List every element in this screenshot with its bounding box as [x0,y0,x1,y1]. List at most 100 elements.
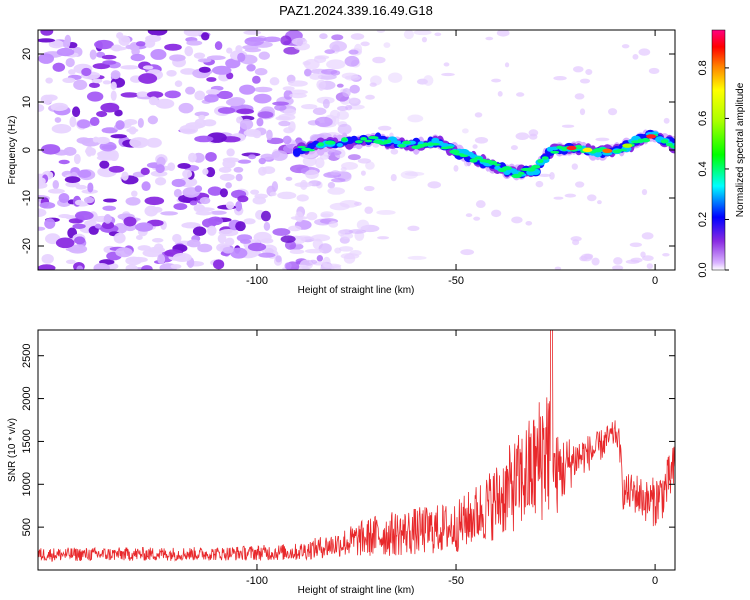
noise-blob [312,107,327,115]
noise-blob [137,245,151,251]
x-tick-label: -100 [246,575,268,587]
noise-blob [224,237,235,246]
noise-blob [347,104,365,110]
ridge-cell [422,142,429,147]
noise-blob [235,173,243,182]
noise-blob [596,200,602,205]
ridge-cell [354,140,363,144]
noise-blob [258,157,266,165]
noise-blob [497,91,503,97]
noise-blob [48,188,65,194]
ridge-cell [494,163,501,166]
noise-blob [142,65,154,70]
noise-blob [65,259,76,264]
noise-blob [613,257,623,265]
noise-blob [441,72,455,77]
noise-blob [192,226,207,236]
noise-blob [272,101,289,106]
noise-blob [277,191,297,200]
noise-blob [629,242,642,248]
noise-blob [147,30,168,36]
colorbar-tick-label: 0.2 [697,212,709,227]
snr-frame [37,329,676,571]
noise-blob [243,30,262,35]
noise-blob [239,84,256,95]
noise-blob [642,255,654,262]
noise-blob [205,89,220,95]
noise-blob [50,102,69,112]
noise-blob [102,80,111,85]
noise-blob [87,182,94,193]
noise-blob [572,239,580,246]
noise-blob [226,72,234,80]
noise-blob [76,137,91,144]
noise-blob [73,79,88,90]
noise-blob [638,48,651,56]
noise-blob [114,109,123,117]
noise-blob [185,122,204,130]
noise-blob [136,235,143,240]
noise-blob [205,167,216,178]
noise-blob [348,97,359,104]
noise-blob [141,181,151,192]
noise-blob [186,40,203,46]
noise-blob [310,234,331,242]
ridge-cell [556,145,563,149]
noise-blob [258,51,270,60]
noise-blob [353,201,362,206]
noise-blob [222,246,234,254]
noise-blob [74,211,94,221]
noise-blob [280,235,296,243]
noise-blob [330,70,341,76]
noise-blob [73,153,81,165]
noise-blob [296,194,309,202]
noise-blob [289,92,307,99]
noise-blob [595,137,610,142]
ridge-cell [360,137,368,141]
noise-blob [250,189,260,195]
ridge-cell [402,140,411,145]
ridge-cell [488,160,498,165]
noise-blob [319,33,328,40]
noise-blob [525,220,533,226]
noise-blob [126,128,139,133]
noise-blob [135,41,146,47]
noise-blob [301,104,318,110]
noise-blob [584,253,594,260]
ridge-cell [297,145,306,149]
noise-blob [218,166,232,173]
snr-ylabel: SNR (10 * v/v) [7,418,18,482]
noise-blob [39,202,56,209]
noise-blob [553,75,567,81]
noise-blob [632,54,639,60]
noise-blob [201,218,217,228]
noise-blob [64,34,72,45]
noise-blob [349,84,360,94]
noise-blob [120,92,139,98]
noise-blob [336,83,344,88]
noise-blob [275,115,291,121]
noise-blob [579,108,586,116]
noise-blob [314,116,333,128]
noise-blob [81,67,92,77]
noise-blob [54,117,62,123]
noise-blob [360,170,366,176]
noise-blob [283,89,293,100]
noise-blob [314,55,330,60]
ridge-peak-cell [602,148,613,153]
noise-blob [330,170,341,176]
noise-blob [515,132,530,140]
noise-blob [491,209,502,218]
noise-blob [93,263,110,270]
noise-blob [52,62,66,72]
noise-blob [233,166,244,173]
noise-blob [40,94,53,105]
y-tick-label: 500 [21,518,33,536]
noise-blob [38,226,46,231]
x-tick-label: 0 [652,275,658,287]
ridge-peak-cell [566,145,577,151]
noise-blob [254,68,268,76]
noise-blob [413,30,432,36]
noise-blob [390,148,399,155]
noise-blob [387,72,403,83]
